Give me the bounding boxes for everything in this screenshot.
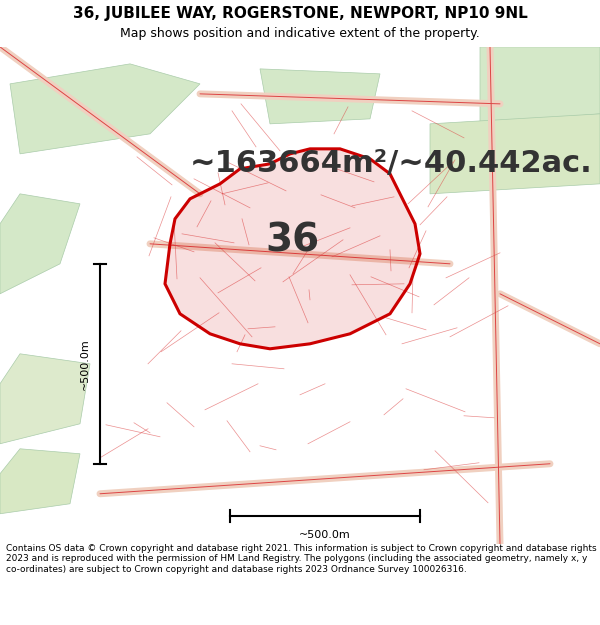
Text: ~163664m²/~40.442ac.: ~163664m²/~40.442ac. [190, 149, 593, 178]
Polygon shape [430, 114, 600, 194]
Text: ~500.0m: ~500.0m [80, 338, 90, 389]
Text: ~500.0m: ~500.0m [299, 530, 351, 540]
Text: 36, JUBILEE WAY, ROGERSTONE, NEWPORT, NP10 9NL: 36, JUBILEE WAY, ROGERSTONE, NEWPORT, NP… [73, 6, 527, 21]
Text: Map shows position and indicative extent of the property.: Map shows position and indicative extent… [120, 28, 480, 40]
Polygon shape [260, 69, 380, 124]
Polygon shape [0, 194, 80, 294]
Polygon shape [165, 149, 420, 349]
Text: 36: 36 [265, 222, 319, 259]
Text: Contains OS data © Crown copyright and database right 2021. This information is : Contains OS data © Crown copyright and d… [6, 544, 596, 574]
Polygon shape [10, 64, 200, 154]
Polygon shape [480, 47, 600, 124]
Polygon shape [0, 449, 80, 514]
Polygon shape [0, 354, 90, 444]
